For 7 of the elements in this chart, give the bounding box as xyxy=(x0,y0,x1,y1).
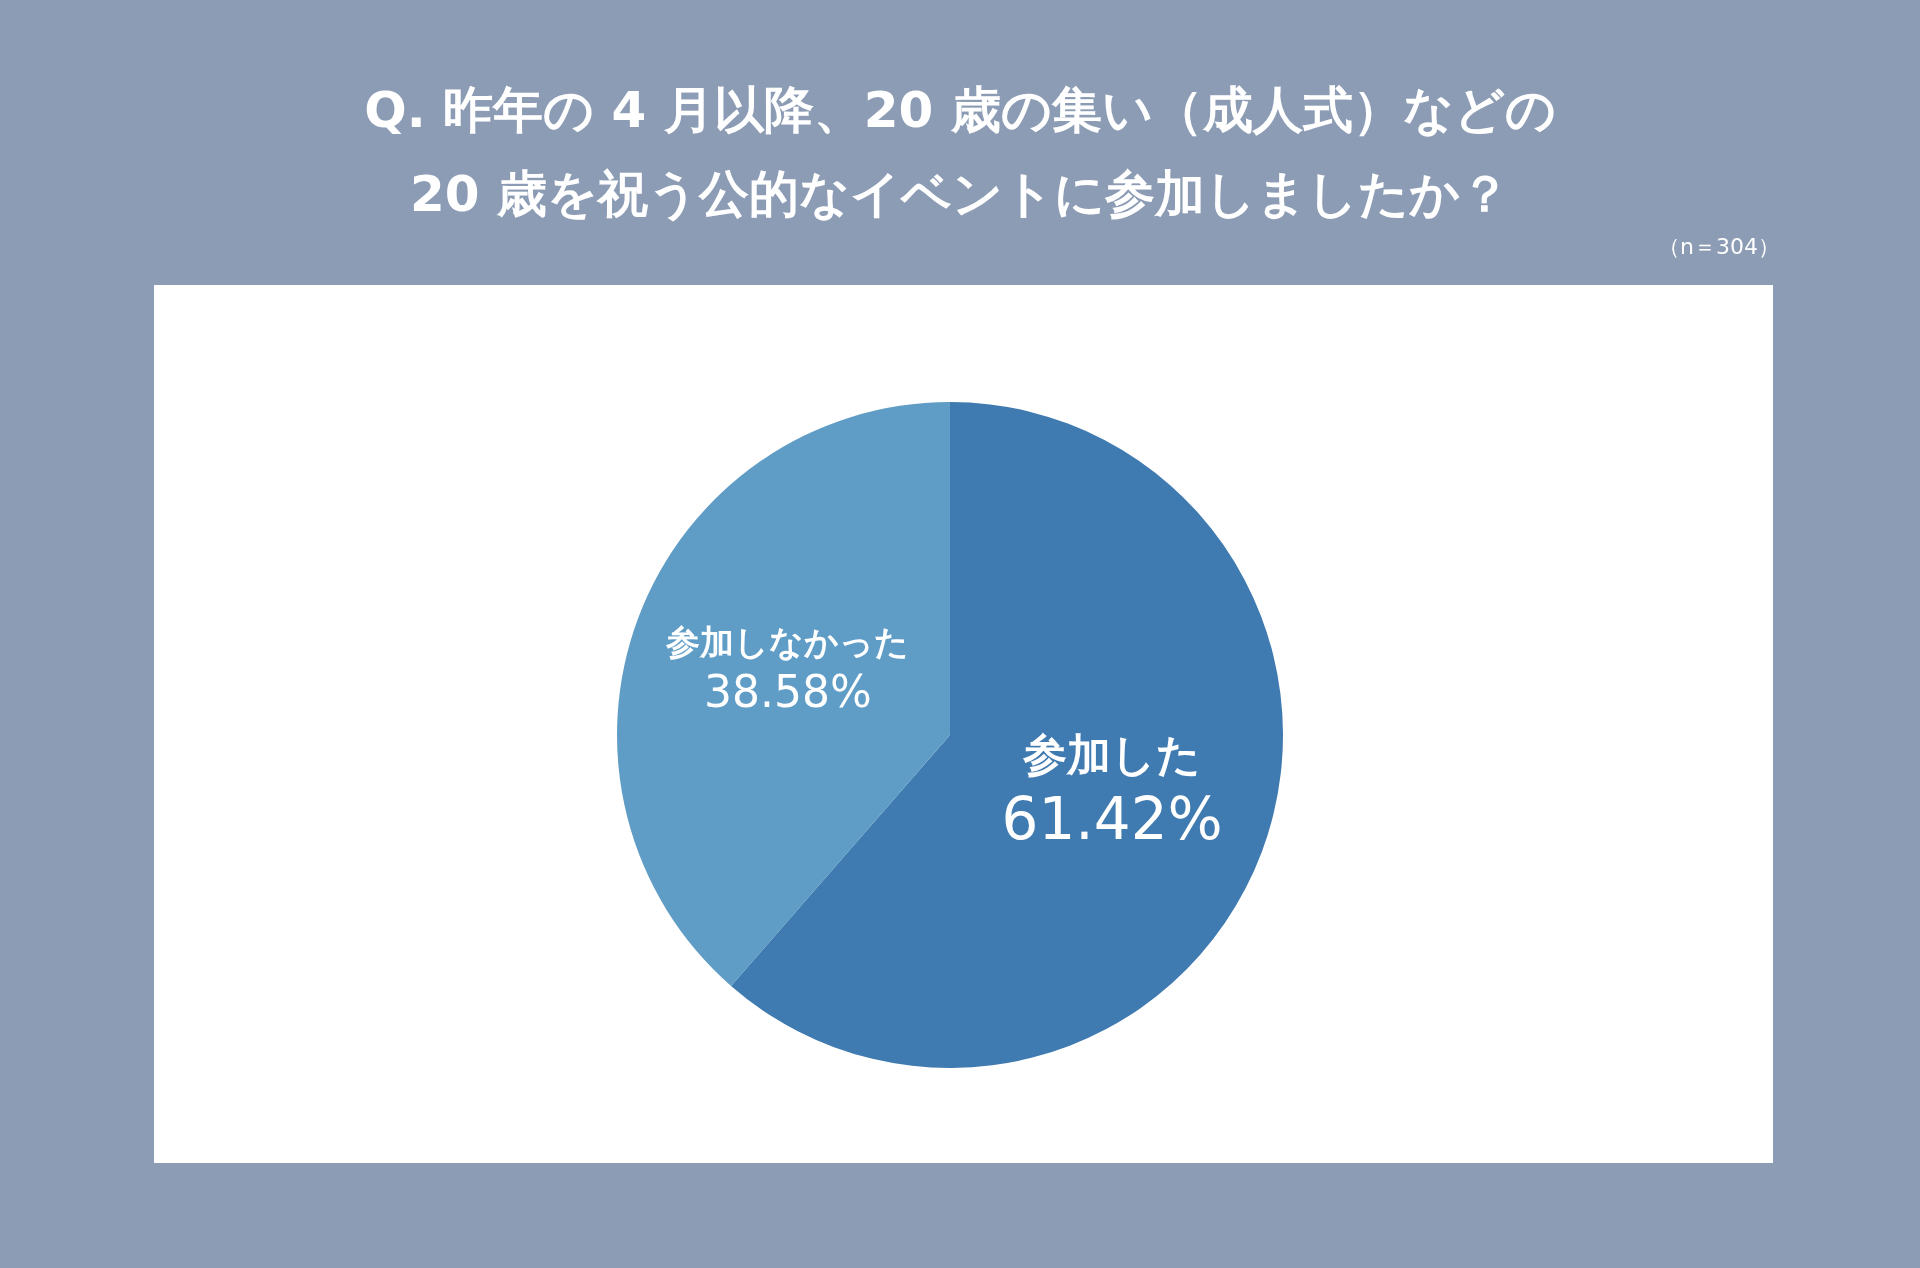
text: （n＝304） xyxy=(1658,233,1780,261)
data-label: 38.58% xyxy=(703,666,872,718)
chart-title: Q. 昨年の 4 月以降、20 歳の集い（成人式）などの 20 歳を祝う公的なイベントに参加しましたか？ xyxy=(364,81,1556,223)
slice-label: 参加しなかった xyxy=(665,622,910,663)
data-label: 61.42% xyxy=(1001,785,1223,854)
pie-slice xyxy=(617,402,950,986)
slice-label: 参加した xyxy=(1022,728,1202,780)
